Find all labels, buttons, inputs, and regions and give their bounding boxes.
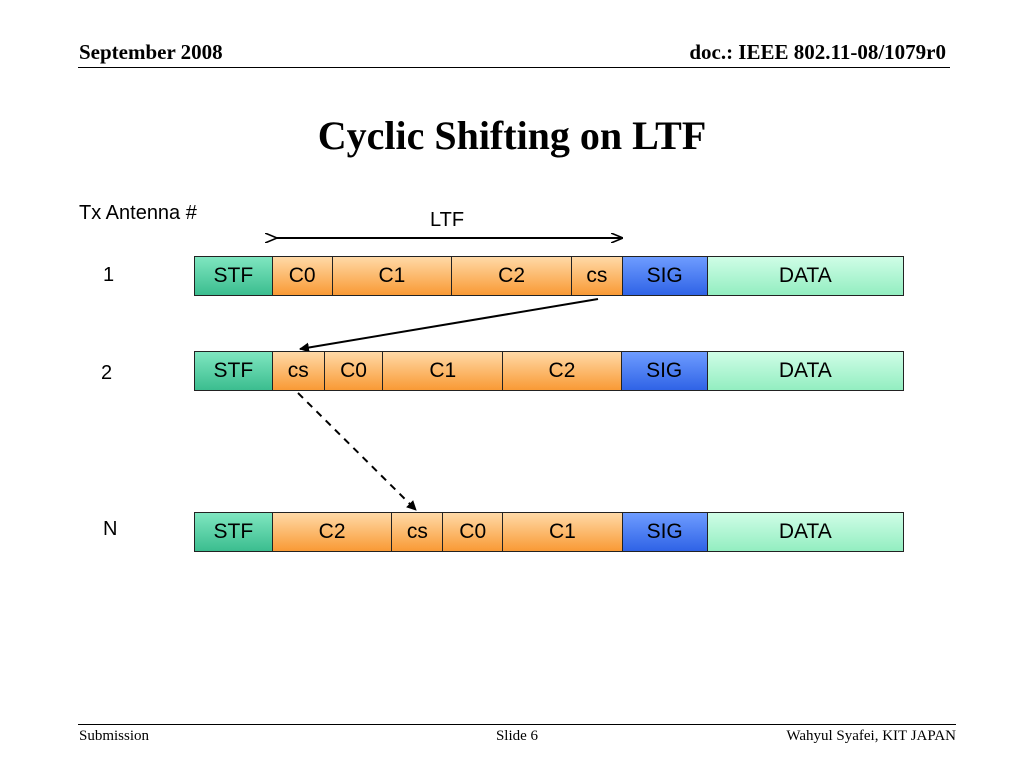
stf-field: STF <box>195 257 273 295</box>
ltf-c2-field: C2 <box>503 352 622 390</box>
cs-shift-arrow <box>299 298 599 353</box>
header-doc-id: doc.: IEEE 802.11-08/1079r0 <box>689 40 946 64</box>
antenna-label-2: 2 <box>101 362 113 384</box>
cs-shift-dashed-arrow <box>297 392 417 511</box>
footer-slide-number: Slide 6 <box>495 728 539 744</box>
ltf-c0-field: C0 <box>443 513 504 551</box>
sig-field: SIG <box>621 352 708 390</box>
tx-antenna-label: Tx Antenna # <box>79 202 197 224</box>
antenna-label-n: N <box>103 518 118 540</box>
footer-author: Wahyul Syafei, KIT JAPAN <box>786 728 956 744</box>
antenna-label-1: 1 <box>103 264 115 286</box>
ltf-c1-field: C1 <box>383 352 504 390</box>
stf-field: STF <box>195 352 273 390</box>
footer-divider <box>78 724 956 725</box>
ltf-cs-field: cs <box>571 257 623 295</box>
ltf-span-label: LTF <box>430 209 465 231</box>
footer-submission: Submission <box>79 728 150 744</box>
stf-field: STF <box>195 513 273 551</box>
ltf-cs-field: cs <box>392 513 444 551</box>
antenna-2-frame: STF cs C0 C1 C2 SIG DATA <box>194 351 904 391</box>
ltf-c2-field: C2 <box>272 513 393 551</box>
ltf-c1-field: C1 <box>332 257 453 295</box>
data-field: DATA <box>707 513 903 551</box>
ltf-c0-field: C0 <box>272 257 333 295</box>
ltf-c0-field: C0 <box>324 352 384 390</box>
data-field: DATA <box>707 352 903 390</box>
sig-field: SIG <box>622 257 708 295</box>
ltf-cs-field: cs <box>272 352 325 390</box>
ltf-c1-field: C1 <box>503 513 623 551</box>
sig-field: SIG <box>622 513 708 551</box>
ltf-c2-field: C2 <box>452 257 572 295</box>
header-date: September 2008 <box>79 40 223 64</box>
header-divider <box>78 67 950 68</box>
antenna-1-frame: STF C0 C1 C2 cs SIG DATA <box>194 256 904 296</box>
data-field: DATA <box>707 257 903 295</box>
antenna-n-frame: STF C2 cs C0 C1 SIG DATA <box>194 512 904 552</box>
slide-title: Cyclic Shifting on LTF <box>317 113 707 158</box>
